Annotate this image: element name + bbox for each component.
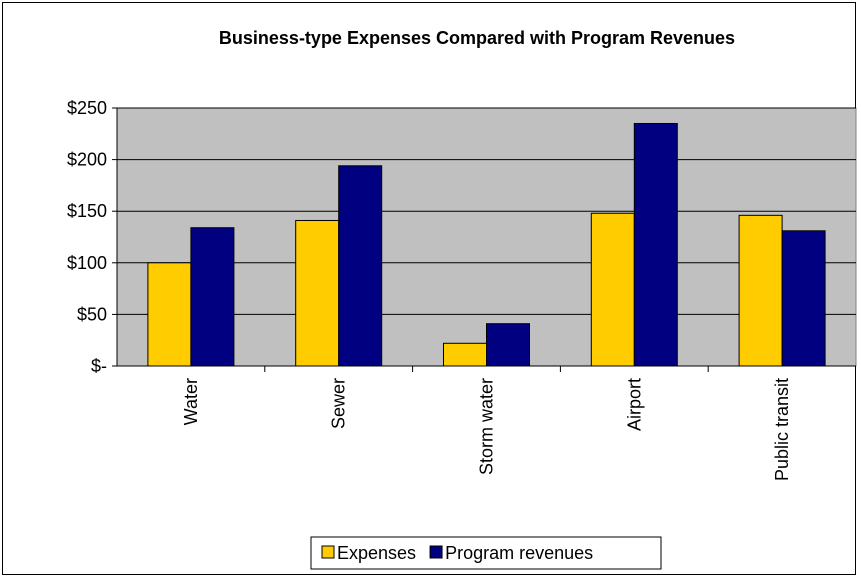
grid-lines: [117, 107, 856, 315]
bars: [147, 122, 826, 367]
legend-label: Program revenues: [445, 543, 593, 563]
legend-swatch: [429, 545, 443, 559]
y-tick-label: $100: [67, 253, 107, 273]
bar-program-revenues: [338, 165, 383, 367]
bar-expenses: [295, 219, 340, 367]
bar-expenses: [147, 262, 192, 367]
bar-expenses: [590, 212, 635, 367]
y-tick-label: $250: [67, 98, 107, 118]
y-tick-label: $50: [77, 304, 107, 324]
bar-program-revenues: [781, 230, 826, 367]
bar-program-revenues: [633, 122, 678, 367]
category-label: Airport: [624, 378, 644, 431]
y-tick-label: $-: [91, 356, 107, 376]
y-tick-label: $200: [67, 150, 107, 170]
bar-expenses: [443, 342, 487, 367]
legend-label: Expenses: [337, 543, 416, 563]
y-axis-ticks: $- $50 $100 $150 $200 $250: [67, 98, 117, 376]
category-label: Sewer: [329, 378, 349, 429]
legend-swatch: [321, 545, 335, 559]
legend: Expenses Program revenues: [310, 536, 662, 570]
bar-program-revenues: [486, 323, 530, 367]
y-tick-label: $150: [67, 201, 107, 221]
bar-expenses: [738, 214, 783, 367]
category-labels: Water Sewer Storm water Airport Public trans…: [181, 366, 792, 481]
category-label: Storm water: [477, 378, 497, 475]
bar-program-revenues: [190, 227, 235, 367]
legend-box: [310, 536, 662, 570]
plot-area: [116, 107, 857, 367]
chart-title: Business-type Expenses Compared with Pro…: [219, 28, 735, 48]
category-label: Public transit: [772, 378, 792, 481]
category-label: Water: [181, 378, 201, 425]
